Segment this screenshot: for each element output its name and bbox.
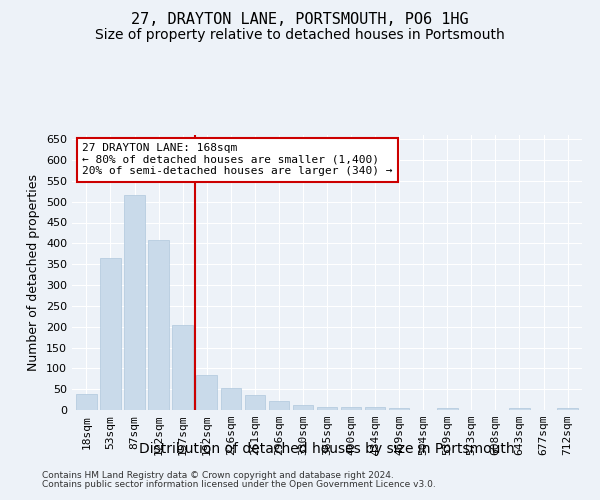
Bar [196, 376, 217, 410]
Bar [172, 324, 193, 410]
Text: 27, DRAYTON LANE, PORTSMOUTH, PO6 1HG: 27, DRAYTON LANE, PORTSMOUTH, PO6 1HG [131, 12, 469, 28]
Text: Contains HM Land Registry data © Crown copyright and database right 2024.: Contains HM Land Registry data © Crown c… [42, 471, 394, 480]
Y-axis label: Number of detached properties: Number of detached properties [28, 174, 40, 371]
Bar [124, 196, 145, 410]
Bar [509, 408, 530, 410]
Bar [437, 408, 458, 410]
Bar [293, 405, 313, 410]
Bar [389, 408, 409, 410]
Bar [341, 406, 361, 410]
Bar [76, 394, 97, 410]
Bar [269, 401, 289, 410]
Bar [557, 408, 578, 410]
Text: Size of property relative to detached houses in Portsmouth: Size of property relative to detached ho… [95, 28, 505, 42]
Text: Contains public sector information licensed under the Open Government Licence v3: Contains public sector information licen… [42, 480, 436, 489]
Bar [245, 396, 265, 410]
Text: 27 DRAYTON LANE: 168sqm
← 80% of detached houses are smaller (1,400)
20% of semi: 27 DRAYTON LANE: 168sqm ← 80% of detache… [82, 143, 392, 176]
Bar [148, 240, 169, 410]
Bar [221, 388, 241, 410]
Bar [317, 406, 337, 410]
Text: Distribution of detached houses by size in Portsmouth: Distribution of detached houses by size … [139, 442, 515, 456]
Bar [365, 406, 385, 410]
Bar [100, 258, 121, 410]
